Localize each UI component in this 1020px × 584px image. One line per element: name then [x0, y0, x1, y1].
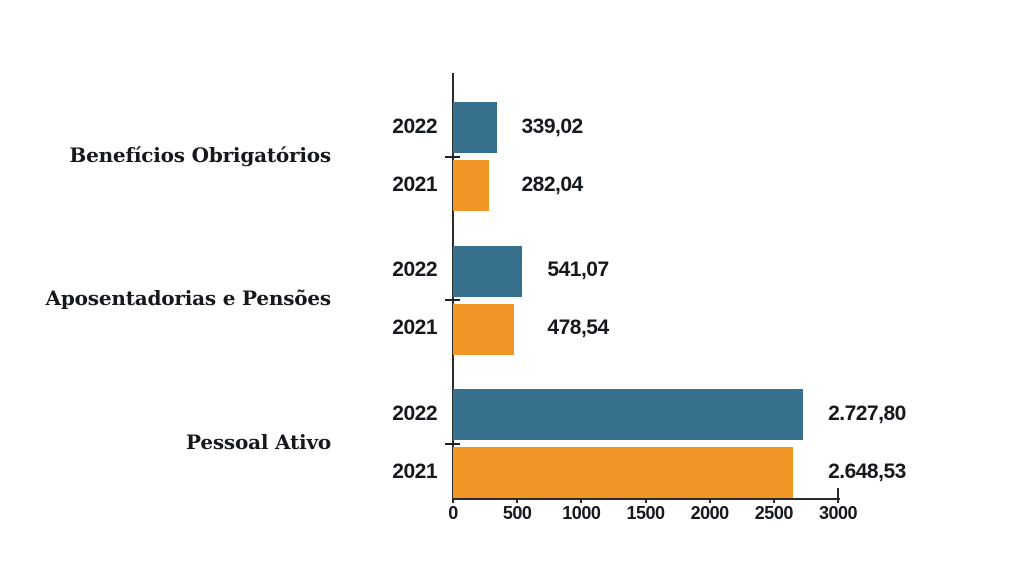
bar-2022	[453, 245, 523, 297]
x-axis-tick	[708, 499, 711, 503]
bar-value-label: 478,54	[547, 316, 609, 339]
category-label: Benefícios Obrigatórios	[69, 142, 331, 167]
x-axis-tick	[516, 499, 519, 503]
bar-2021	[453, 447, 793, 498]
series-year-label: 2021	[392, 316, 437, 339]
bar-2022	[453, 389, 804, 440]
x-axis-tick	[837, 499, 839, 503]
x-axis-tick-label: 2000	[690, 503, 730, 523]
y-axis-group-tick	[445, 442, 460, 445]
x-axis-tick	[580, 499, 583, 503]
series-year-label: 2021	[392, 459, 437, 483]
x-axis-tick	[452, 499, 454, 503]
bar-value-label: 2.648,53	[828, 459, 906, 483]
x-axis-tick	[772, 499, 775, 503]
series-year-label: 2022	[392, 258, 437, 281]
x-axis-tick-label: 2500	[754, 503, 794, 523]
bar-value-label: 541,07	[547, 258, 609, 281]
series-year-label: 2021	[392, 172, 437, 196]
x-axis-tick-label: 1000	[562, 503, 601, 523]
x-axis-tick-label: 1500	[626, 503, 665, 523]
category-label: Aposentadorias e Pensões	[45, 286, 332, 310]
bar-value-label: 339,02	[521, 114, 584, 138]
series-year-label: 2022	[392, 401, 437, 425]
y-axis-group-tick	[445, 155, 460, 158]
bar-2021	[453, 303, 515, 355]
x-axis-tick-label: 500	[502, 503, 532, 523]
x-axis-end-tick	[837, 488, 839, 499]
series-year-label: 2022	[392, 114, 437, 138]
bar-2021	[453, 160, 490, 211]
bar-value-label: 2.727,80	[828, 401, 906, 425]
x-axis-tick-label: 0	[448, 503, 458, 523]
x-axis-tick-label: 3000	[818, 503, 858, 523]
bar-2022	[453, 102, 497, 153]
y-axis-group-tick	[445, 299, 460, 301]
x-axis-tick	[644, 499, 647, 503]
category-label: Pessoal Ativo	[186, 429, 331, 454]
bar-value-label: 282,04	[521, 172, 584, 196]
